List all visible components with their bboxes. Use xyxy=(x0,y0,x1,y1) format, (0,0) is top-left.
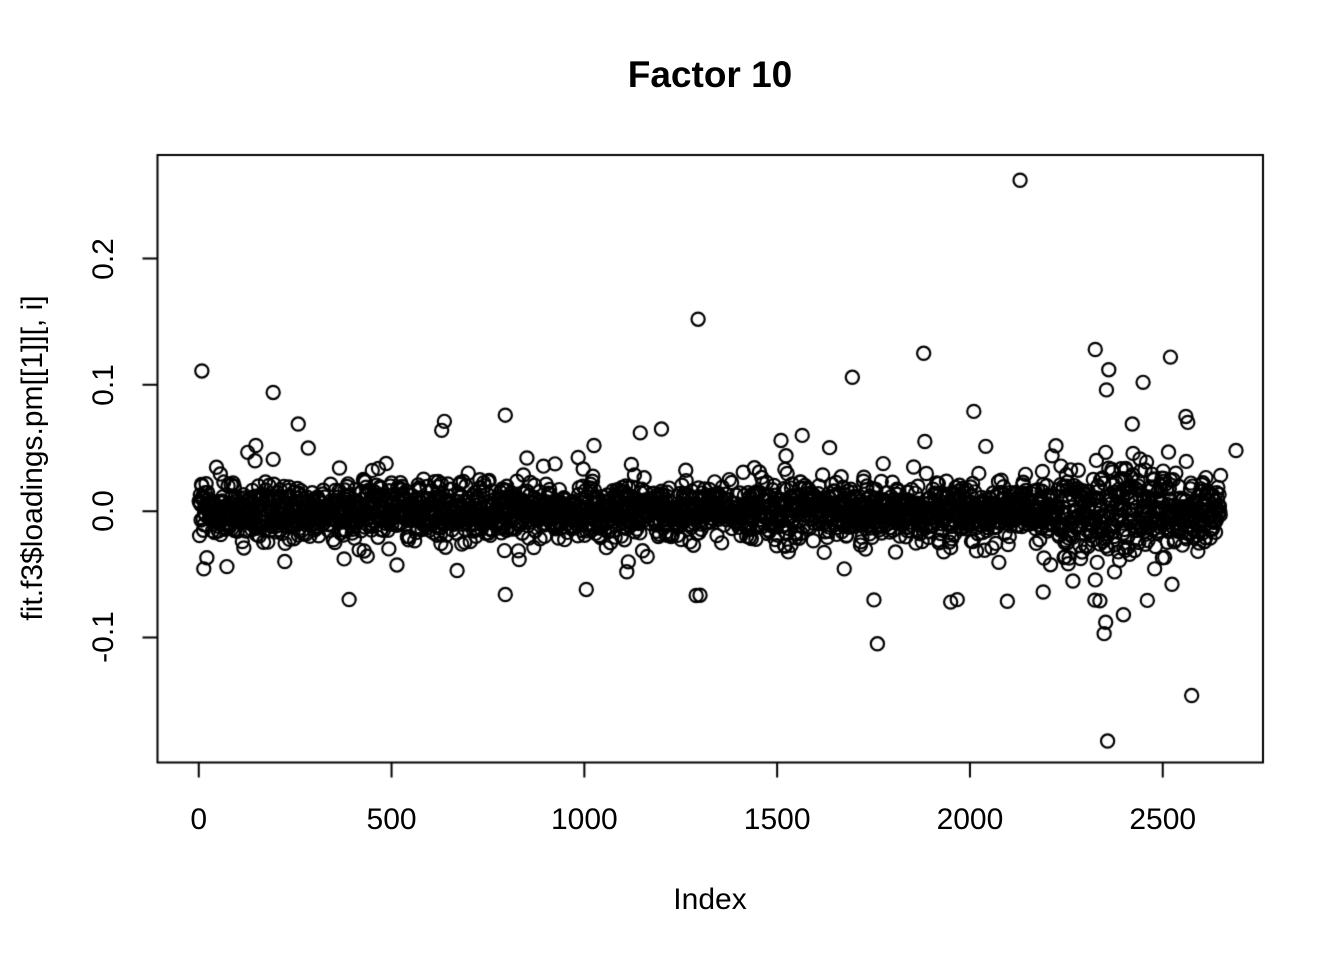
x-tick-label: 0 xyxy=(190,803,208,836)
chart-title: Factor 10 xyxy=(627,54,793,95)
y-tick-label: 0.1 xyxy=(87,364,120,406)
y-axis-label: fit.f3$loadings.pm[[1]][, i] xyxy=(16,295,49,621)
x-axis-label: Index xyxy=(673,883,747,916)
y-tick-label: 0.2 xyxy=(87,237,120,280)
x-tick-label: 2000 xyxy=(936,803,1004,836)
x-tick-label: 1000 xyxy=(550,803,618,836)
x-tick-label: 1500 xyxy=(743,803,811,836)
x-tick-label: 2500 xyxy=(1129,803,1197,836)
y-tick-label: 0.0 xyxy=(87,490,120,533)
x-tick-label: 500 xyxy=(366,803,417,836)
y-tick-label: -0.1 xyxy=(87,611,120,664)
